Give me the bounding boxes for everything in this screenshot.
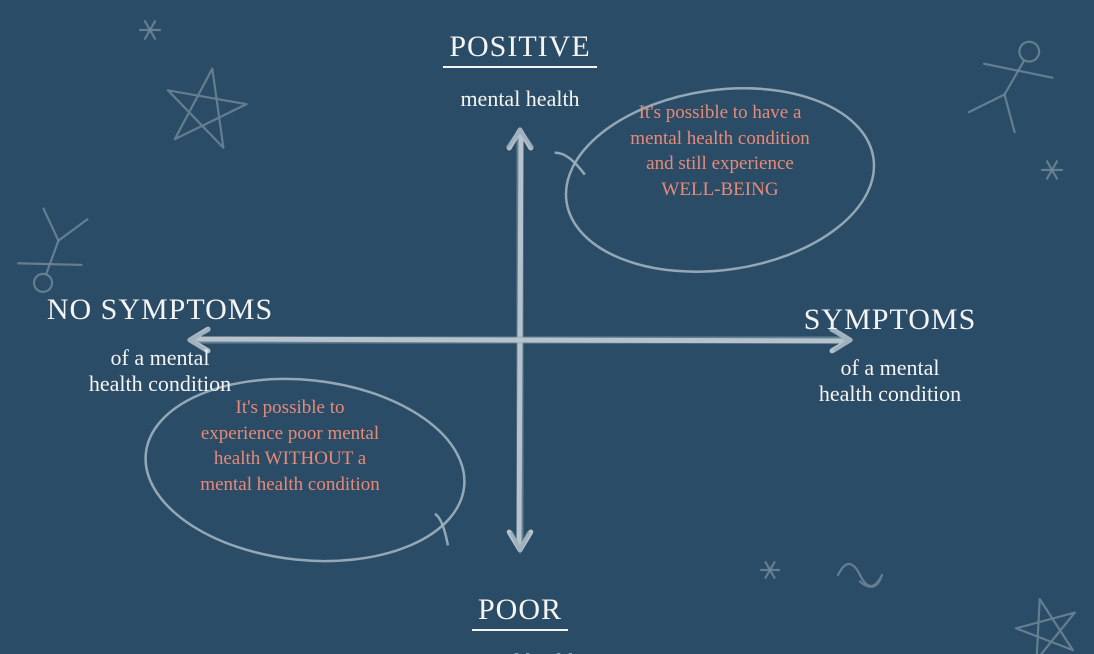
background bbox=[0, 0, 1094, 654]
diagram-stage: POSITIVE mental health POOR mental healt… bbox=[0, 0, 1094, 654]
diagram-svg bbox=[0, 0, 1094, 654]
